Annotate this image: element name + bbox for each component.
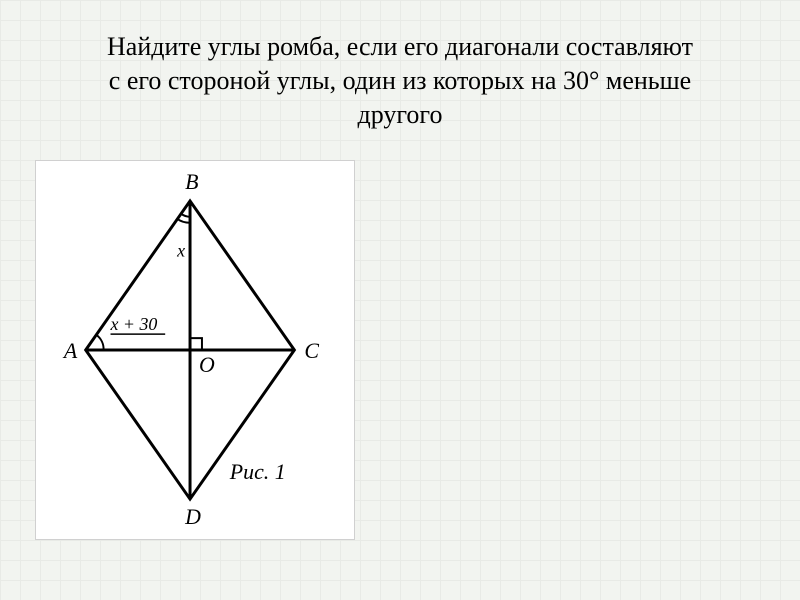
label-a: A: [62, 339, 78, 363]
right-angle-marker: [190, 338, 202, 350]
problem-statement: Найдите углы ромба, если его диагонали с…: [40, 30, 760, 131]
angle-label-xp30: x + 30: [110, 314, 158, 334]
rhombus-diagram: A B C D O x x + 30 Рис. 1: [36, 161, 354, 539]
angle-arc-b-2: [177, 219, 190, 223]
label-b: B: [185, 170, 198, 194]
figure-container: A B C D O x x + 30 Рис. 1: [35, 160, 355, 540]
figure-caption: Рис. 1: [229, 460, 286, 484]
angle-arc-a: [97, 335, 104, 350]
problem-line-2: с его стороной углы, один из которых на …: [109, 66, 691, 95]
problem-line-3: другого: [358, 100, 443, 129]
problem-line-1: Найдите углы ромба, если его диагонали с…: [107, 32, 693, 61]
label-d: D: [184, 505, 201, 529]
label-c: C: [304, 339, 319, 363]
angle-label-x: x: [176, 241, 185, 261]
label-o: O: [199, 353, 215, 377]
